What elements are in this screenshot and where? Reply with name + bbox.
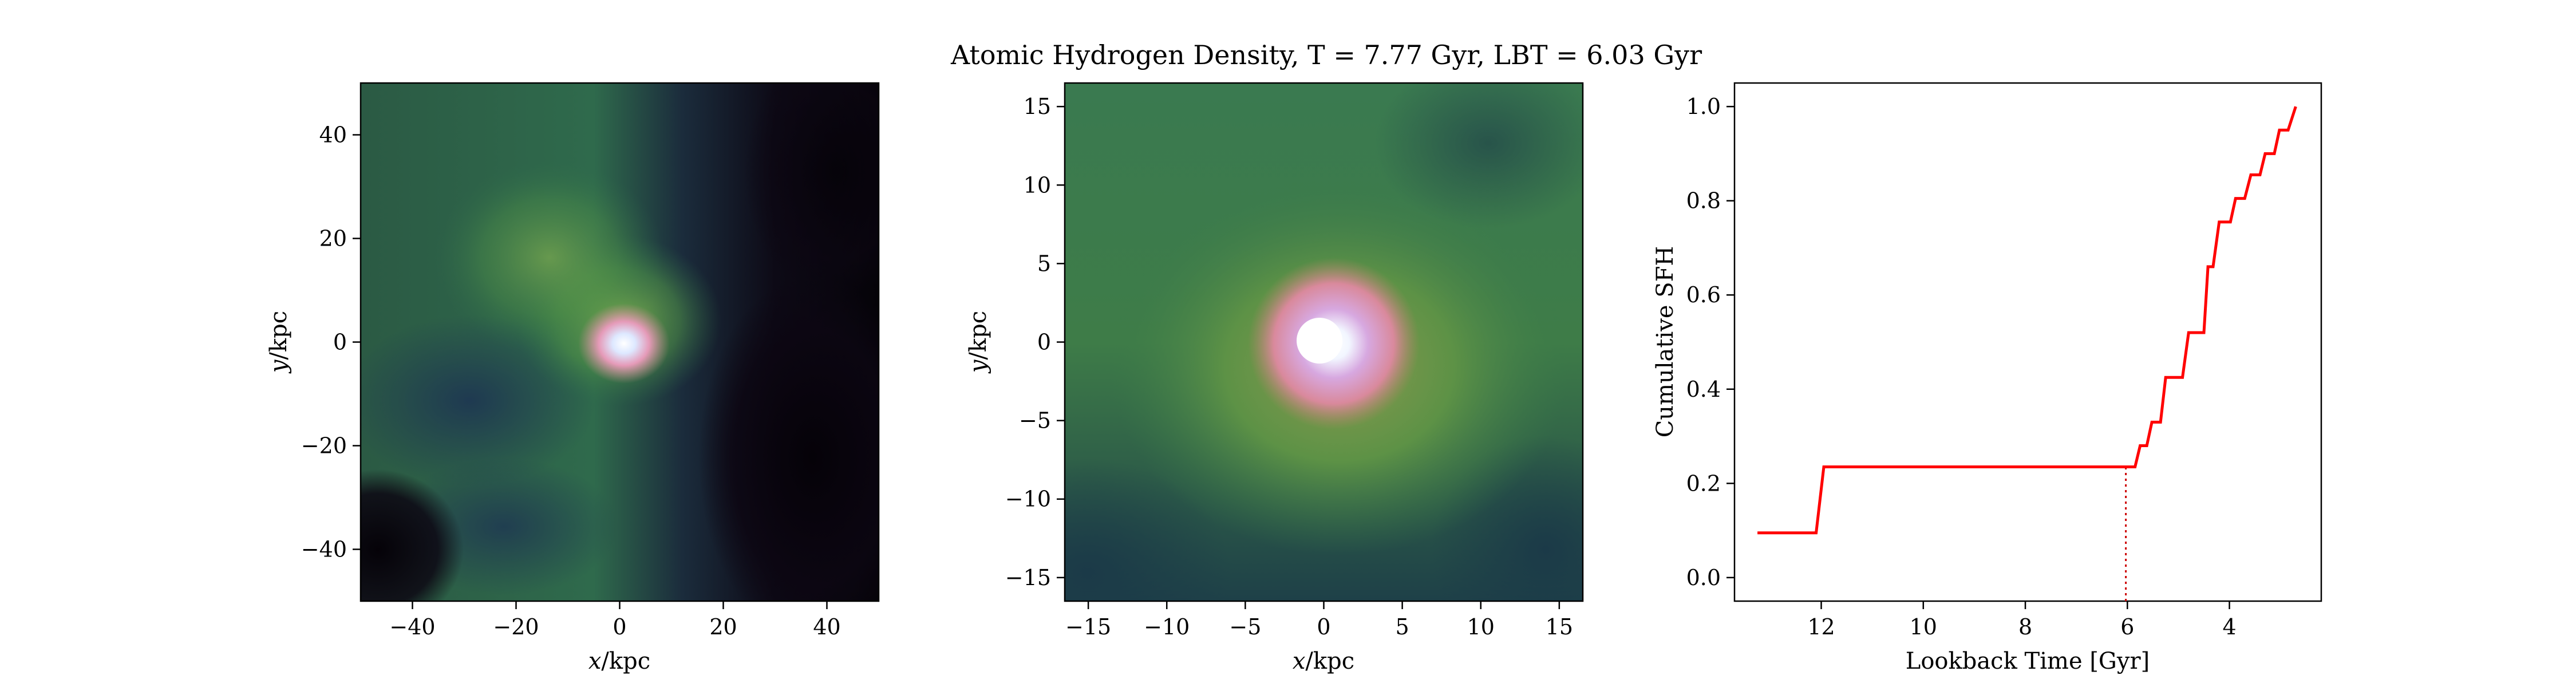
x-tick-label: 6 (2120, 614, 2134, 639)
x-tick-label: −15 (1065, 614, 1111, 639)
y-tick-label: −10 (1005, 487, 1051, 512)
wide-map-image (361, 83, 879, 601)
x-tick-label: 5 (1396, 614, 1409, 639)
x-tick-label: −40 (389, 614, 435, 639)
sfh-xlabel: Lookback Time [Gyr] (1906, 648, 2150, 674)
x-tick-label: −10 (1144, 614, 1190, 639)
y-tick-label: 0.2 (1686, 471, 1721, 496)
sfh-line (1757, 106, 2297, 535)
y-tick-label: 0 (1037, 330, 1051, 355)
x-tick-label: 40 (813, 614, 840, 639)
zoom-map-ylabel: y/kpc (965, 311, 991, 374)
y-tick-label: 0.4 (1686, 377, 1721, 402)
y-tick-label: −20 (301, 433, 347, 459)
x-tick-label: −5 (1229, 614, 1261, 639)
y-tick-label: −40 (301, 537, 347, 562)
x-tick-label: 20 (709, 614, 737, 639)
sfh-ylabel: Cumulative SFH (1652, 246, 1678, 438)
panel-zoom-map: −15 −10 −5 0 5 10 15 −15 −10 −5 0 5 10 15 x/kpc y/kpc (965, 82, 1584, 674)
panel-sfh: 12 10 8 6 4 0.0 0.2 0.4 0.6 0.8 1.0 Lookback Time … (1652, 82, 2322, 674)
y-tick-label: 0.6 (1686, 282, 1721, 307)
x-tick-label: 4 (2222, 614, 2236, 639)
wide-map-ylabel: y/kpc (266, 311, 292, 374)
y-tick-label: 15 (1024, 94, 1051, 119)
x-tick-label: 0 (1317, 614, 1330, 639)
figure-title: Atomic Hydrogen Density, T = 7.77 Gyr, L… (950, 40, 1702, 70)
zoom-map-image (1065, 83, 1583, 601)
x-tick-label: 10 (1467, 614, 1495, 639)
y-tick-label: 1.0 (1686, 94, 1721, 119)
x-tick-label: 8 (2018, 614, 2032, 639)
y-tick-label: 10 (1024, 172, 1051, 198)
x-tick-label: −20 (493, 614, 539, 639)
y-tick-label: 0.8 (1686, 188, 1721, 214)
y-tick-label: 5 (1037, 251, 1051, 276)
x-tick-label: 0 (613, 614, 626, 639)
y-tick-label: −5 (1019, 408, 1051, 433)
panel-wide-map: −40 −20 0 20 40 −40 −20 0 20 40 x/kpc y/kpc (266, 82, 880, 674)
x-tick-label: 10 (1910, 614, 1937, 639)
y-tick-label: 0.0 (1686, 565, 1721, 590)
y-tick-label: 40 (319, 123, 347, 148)
y-tick-label: 0 (333, 330, 347, 355)
y-tick-label: 20 (319, 226, 347, 251)
zoom-map-xlabel: x/kpc (1293, 648, 1354, 674)
y-tick-label: −15 (1005, 565, 1051, 590)
x-tick-label: 15 (1546, 614, 1573, 639)
x-tick-label: 12 (1807, 614, 1835, 639)
wide-map-xlabel: x/kpc (588, 648, 650, 674)
